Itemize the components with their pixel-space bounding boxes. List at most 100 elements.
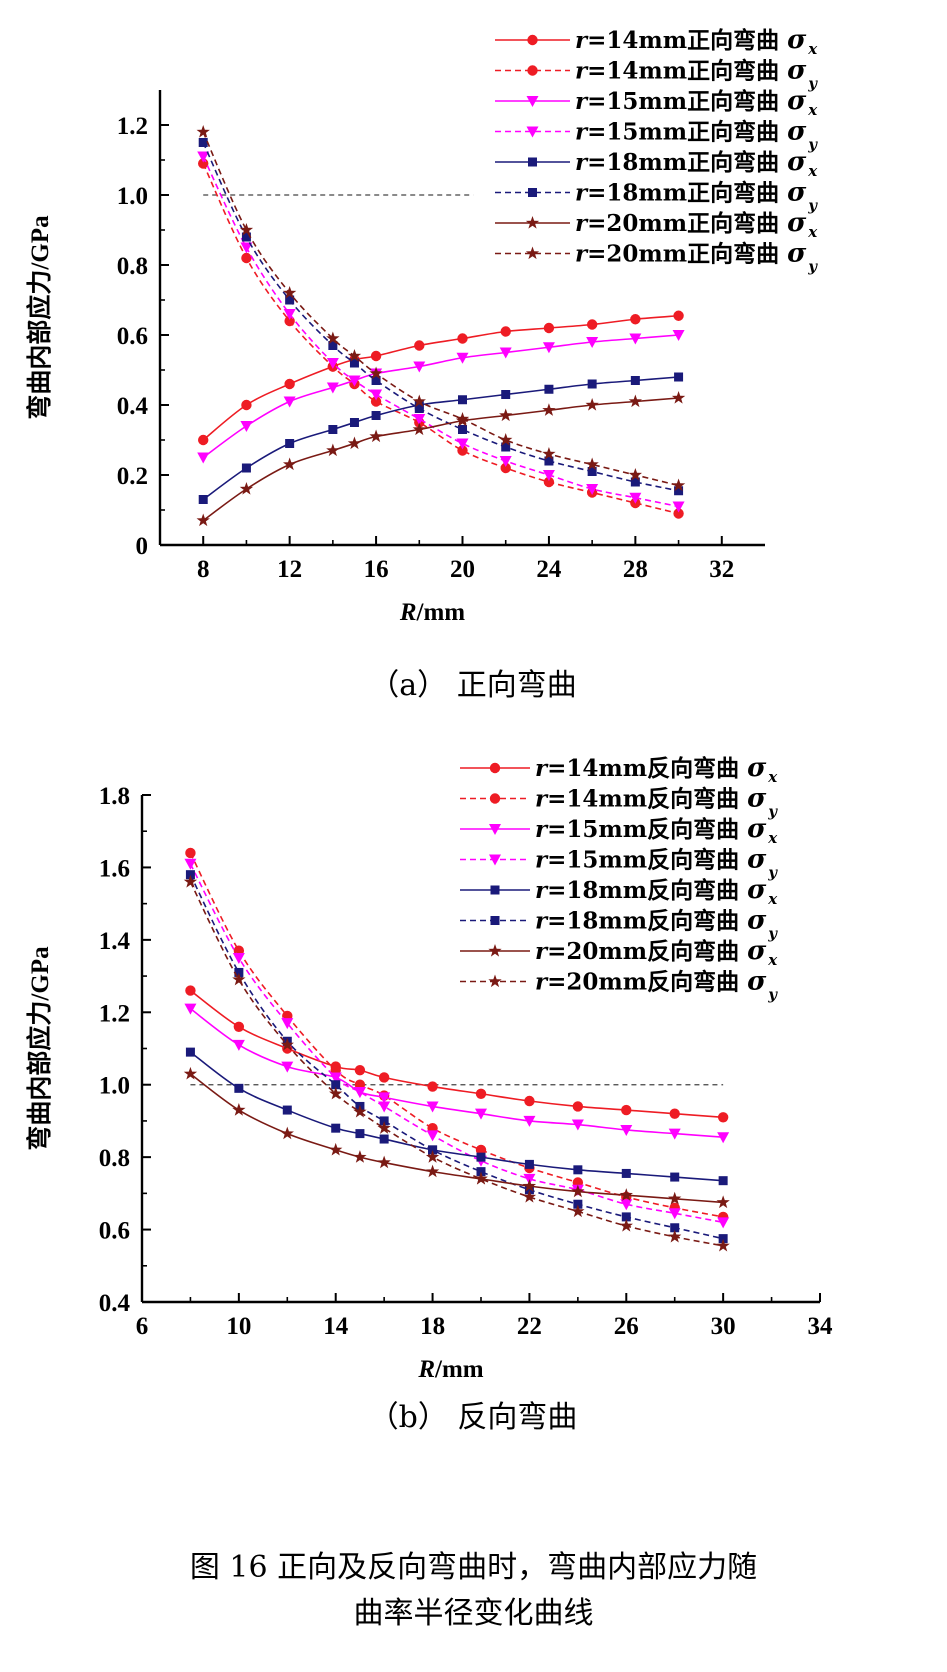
data-point bbox=[413, 361, 426, 373]
data-point bbox=[630, 477, 640, 487]
data-point bbox=[501, 390, 511, 399]
data-point bbox=[196, 513, 210, 527]
y-tick-label: 0.8 bbox=[99, 1145, 130, 1172]
data-point bbox=[668, 1229, 682, 1243]
data-point bbox=[620, 1124, 633, 1136]
series-6 bbox=[198, 138, 684, 496]
series-line bbox=[189, 881, 724, 1247]
data-point bbox=[475, 1108, 487, 1120]
x-tick-label: 22 bbox=[517, 1313, 542, 1340]
data-point bbox=[240, 242, 253, 254]
data-point bbox=[586, 484, 599, 495]
data-point bbox=[414, 404, 424, 413]
data-point bbox=[573, 1165, 583, 1175]
data-point bbox=[282, 1105, 292, 1115]
data-point bbox=[198, 138, 208, 147]
data-point bbox=[673, 508, 684, 519]
data-point bbox=[499, 347, 512, 359]
data-point bbox=[629, 333, 642, 345]
data-point bbox=[329, 1086, 343, 1100]
y-axis-label: 弯曲内部应力/GPa bbox=[25, 215, 54, 420]
data-point bbox=[543, 476, 555, 488]
data-point bbox=[499, 456, 512, 467]
data-point bbox=[378, 1092, 391, 1104]
y-tick-label: 1.2 bbox=[99, 1000, 130, 1027]
data-point bbox=[621, 1104, 632, 1116]
data-point bbox=[628, 468, 643, 481]
data-point bbox=[280, 1126, 294, 1140]
data-point bbox=[326, 382, 339, 394]
data-point bbox=[185, 847, 196, 859]
figure-caption: 图 16 正向及反向弯曲时，弯曲内部应力随 曲率半径变化曲线 bbox=[0, 1545, 947, 1637]
data-point bbox=[183, 874, 198, 888]
y-tick-label: 0.6 bbox=[99, 1218, 130, 1245]
data-point bbox=[282, 286, 297, 299]
series-5 bbox=[185, 1047, 728, 1186]
data-point bbox=[544, 384, 554, 394]
data-point bbox=[522, 1189, 537, 1203]
data-point bbox=[717, 1112, 729, 1123]
legend-swatch-marker bbox=[525, 246, 540, 260]
data-point bbox=[234, 1083, 244, 1093]
y-tick-label: 1.6 bbox=[99, 855, 130, 882]
y-tick-label: 1.4 bbox=[99, 928, 131, 955]
data-point bbox=[425, 1150, 440, 1163]
data-point bbox=[331, 1080, 341, 1090]
data-point bbox=[571, 1119, 584, 1131]
data-point bbox=[672, 501, 685, 513]
data-point bbox=[542, 342, 555, 354]
legend-swatch-marker bbox=[527, 34, 538, 46]
data-point bbox=[474, 1171, 488, 1185]
data-point bbox=[457, 445, 468, 456]
subtitle: （b） 反向弯曲 bbox=[369, 1400, 578, 1435]
x-tick-label: 30 bbox=[711, 1313, 736, 1340]
data-point bbox=[476, 1167, 486, 1177]
data-point bbox=[670, 1223, 680, 1233]
x-tick-label: 12 bbox=[277, 556, 302, 583]
data-point bbox=[542, 470, 555, 481]
data-point bbox=[185, 985, 196, 996]
data-point bbox=[671, 478, 686, 492]
data-point bbox=[428, 1145, 438, 1155]
data-point bbox=[233, 1021, 245, 1032]
data-point bbox=[587, 379, 597, 389]
data-point bbox=[458, 395, 467, 405]
x-tick-label: 34 bbox=[808, 1313, 834, 1340]
data-point bbox=[585, 457, 599, 471]
data-point bbox=[281, 1018, 294, 1030]
x-tick-label: 14 bbox=[323, 1313, 349, 1340]
data-point bbox=[670, 1172, 680, 1182]
data-point bbox=[379, 1134, 389, 1144]
series-line bbox=[189, 1008, 724, 1139]
data-point bbox=[499, 433, 513, 446]
data-point bbox=[283, 396, 296, 408]
data-point bbox=[370, 389, 383, 401]
data-point bbox=[234, 967, 244, 977]
y-tick-label: 0.8 bbox=[117, 253, 148, 280]
data-point bbox=[629, 492, 642, 504]
legend-swatch-marker bbox=[489, 762, 501, 774]
data-point bbox=[620, 1199, 633, 1211]
x-tick-label: 28 bbox=[623, 556, 648, 583]
data-point bbox=[673, 310, 684, 321]
series-7 bbox=[183, 1066, 730, 1209]
data-point bbox=[475, 1088, 487, 1099]
data-point bbox=[458, 425, 467, 434]
data-point bbox=[282, 457, 297, 471]
data-point bbox=[241, 232, 251, 242]
series-8 bbox=[196, 125, 686, 492]
data-point bbox=[456, 352, 469, 364]
data-point bbox=[501, 442, 511, 452]
legend: r=14mm反向弯曲 σ xr=14mm反向弯曲 σ yr=15mm反向弯曲 σ xr… bbox=[460, 753, 778, 1004]
